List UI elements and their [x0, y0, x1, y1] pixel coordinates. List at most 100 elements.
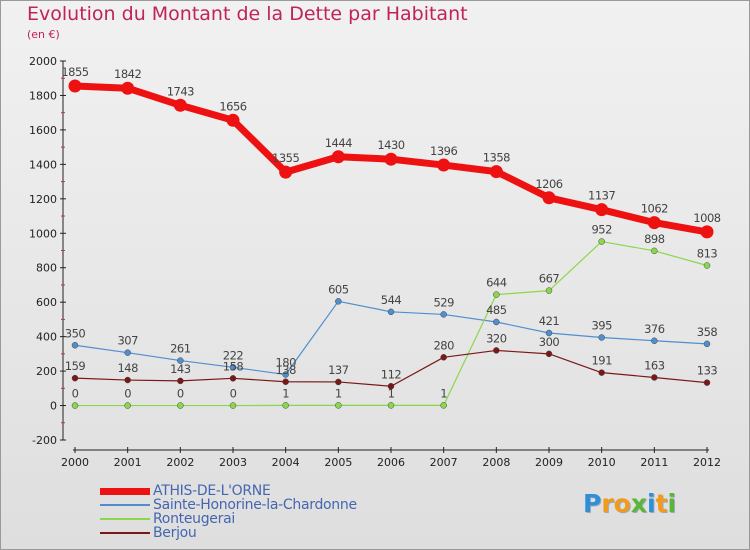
data-label: 300 [539, 335, 560, 349]
data-point [703, 340, 711, 348]
y-tick-label: 1400 [29, 158, 57, 171]
data-point [387, 308, 395, 316]
data-label: 1656 [219, 99, 246, 113]
data-point [598, 369, 605, 376]
y-tick-label: 400 [36, 331, 57, 344]
data-point [440, 354, 447, 361]
x-tick-label: 2007 [430, 456, 458, 469]
data-point [68, 79, 82, 93]
data-label: 1008 [693, 211, 720, 225]
data-point [124, 402, 131, 409]
data-point [71, 402, 79, 409]
y-tick-label: 800 [36, 262, 57, 275]
data-label: 529 [433, 295, 454, 309]
data-label: 898 [644, 232, 665, 246]
data-point [598, 334, 605, 341]
legend-label: Sainte-Honorine-la-Chardonne [153, 497, 357, 513]
data-label: 222 [223, 348, 244, 362]
data-point [282, 371, 289, 378]
data-point [226, 113, 240, 127]
data-point [387, 402, 395, 409]
data-point [542, 191, 556, 205]
x-tick-label: 2002 [166, 456, 194, 469]
data-point [124, 376, 131, 384]
data-label: 159 [65, 359, 86, 373]
data-label: 1137 [588, 189, 615, 203]
x-tick-label: 2005 [324, 456, 352, 469]
data-point [331, 150, 345, 164]
x-tick-label: 2000 [61, 456, 89, 469]
data-label: 395 [591, 318, 612, 332]
y-tick-label: 1800 [29, 89, 57, 102]
data-label: 138 [275, 363, 296, 377]
y-tick-label: 200 [36, 365, 57, 378]
y-tick-label: 0 [50, 400, 57, 413]
data-label: 158 [223, 359, 244, 373]
data-point [229, 375, 237, 382]
x-tick-label: 2012 [693, 456, 721, 469]
x-tick-label: 2003 [219, 456, 247, 469]
data-label: 1 [388, 386, 395, 400]
data-label: 307 [117, 334, 138, 348]
x-tick-label: 2004 [272, 456, 300, 469]
data-label: 163 [644, 358, 665, 372]
data-label: 813 [697, 246, 718, 260]
data-label: 0 [230, 387, 237, 401]
data-label: 0 [177, 387, 184, 401]
y-tick-label: 1600 [29, 124, 57, 137]
data-label: 1206 [535, 177, 562, 191]
x-tick-label: 2006 [377, 456, 405, 469]
data-label: 180 [275, 356, 296, 370]
data-label: 137 [328, 363, 349, 377]
data-point [440, 402, 447, 409]
data-label: 667 [539, 272, 560, 286]
data-point [177, 357, 184, 364]
data-point [440, 311, 447, 318]
data-label: 0 [72, 387, 79, 401]
y-tick-label: -200 [32, 434, 57, 447]
data-label: 261 [170, 342, 191, 356]
data-point [121, 81, 135, 95]
data-point [493, 347, 500, 354]
x-tick-label: 2009 [535, 456, 563, 469]
data-point [282, 402, 289, 409]
data-point [177, 377, 184, 385]
data-label: 1 [440, 386, 447, 400]
legend-swatch [100, 488, 150, 495]
data-point [703, 379, 711, 386]
data-point [545, 329, 553, 337]
data-label: 148 [117, 361, 138, 375]
data-label: 280 [433, 338, 454, 352]
data-point [493, 318, 500, 326]
data-point [598, 238, 605, 245]
legend-label: Berjou [153, 525, 197, 541]
legend-swatch [100, 504, 150, 506]
proxiti-logo: Proxiti [583, 489, 677, 518]
data-label: 1396 [430, 144, 457, 158]
data-point [71, 342, 79, 349]
x-tick-label: 2001 [114, 456, 142, 469]
data-point [384, 152, 398, 166]
data-label: 952 [591, 223, 612, 237]
data-point [335, 402, 342, 409]
data-point [545, 287, 553, 294]
legend-label: ATHIS-DE-L'ORNE [153, 483, 271, 499]
data-point [177, 402, 184, 409]
data-label: 485 [486, 303, 507, 317]
data-label: 1062 [641, 202, 668, 216]
data-label: 133 [697, 364, 718, 378]
legend-swatch [100, 518, 150, 520]
data-label: 1842 [114, 67, 141, 81]
data-label: 1430 [377, 138, 404, 152]
data-point [124, 349, 131, 356]
data-point [229, 402, 237, 409]
data-label: 421 [539, 314, 560, 328]
data-label: 605 [328, 282, 349, 296]
data-point [282, 378, 289, 386]
data-label: 0 [124, 387, 131, 401]
legend-label: Ronteugerai [153, 511, 235, 527]
x-tick-label: 2010 [588, 456, 616, 469]
x-tick-label: 2011 [640, 456, 668, 469]
data-point [651, 337, 658, 345]
